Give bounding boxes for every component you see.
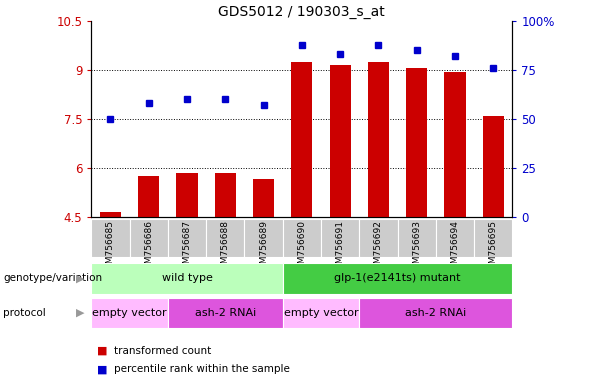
Bar <box>91 219 130 257</box>
Text: GSM756685: GSM756685 <box>106 220 115 275</box>
Text: ▶: ▶ <box>77 308 85 318</box>
Bar <box>406 68 427 217</box>
Text: transformed count: transformed count <box>114 346 211 356</box>
Bar <box>244 219 283 257</box>
Text: empty vector: empty vector <box>284 308 358 318</box>
Bar <box>283 263 512 294</box>
Bar <box>138 176 159 217</box>
Text: GSM756692: GSM756692 <box>374 220 383 275</box>
Bar <box>177 173 197 217</box>
Bar <box>483 116 504 217</box>
Bar <box>330 65 350 217</box>
Text: GSM756690: GSM756690 <box>297 220 306 275</box>
Bar <box>168 219 206 257</box>
Bar <box>283 298 359 328</box>
Bar <box>206 219 244 257</box>
Bar <box>436 219 474 257</box>
Title: GDS5012 / 190303_s_at: GDS5012 / 190303_s_at <box>219 5 385 19</box>
Text: ■: ■ <box>97 364 108 374</box>
Text: genotype/variation: genotype/variation <box>3 273 102 283</box>
Text: GSM756694: GSM756694 <box>451 220 459 275</box>
Text: ash-2 RNAi: ash-2 RNAi <box>195 308 256 318</box>
Bar <box>253 179 274 217</box>
Bar <box>359 219 398 257</box>
Bar <box>100 212 121 217</box>
Text: GSM756688: GSM756688 <box>221 220 230 275</box>
Bar <box>91 263 283 294</box>
Text: ash-2 RNAi: ash-2 RNAi <box>405 308 466 318</box>
Text: GSM756686: GSM756686 <box>144 220 153 275</box>
Text: protocol: protocol <box>3 308 46 318</box>
Text: GSM756687: GSM756687 <box>183 220 191 275</box>
Bar <box>91 298 168 328</box>
Text: empty vector: empty vector <box>92 308 167 318</box>
Bar <box>474 219 512 257</box>
Bar <box>321 219 359 257</box>
Text: GSM756695: GSM756695 <box>489 220 498 275</box>
Bar <box>215 173 236 217</box>
Bar <box>368 62 389 217</box>
Bar <box>168 298 283 328</box>
Text: wild type: wild type <box>161 273 213 283</box>
Text: ■: ■ <box>97 346 108 356</box>
Text: GSM756689: GSM756689 <box>259 220 268 275</box>
Bar <box>359 298 512 328</box>
Text: GSM756691: GSM756691 <box>336 220 345 275</box>
Bar <box>398 219 436 257</box>
Text: percentile rank within the sample: percentile rank within the sample <box>114 364 290 374</box>
Bar <box>445 72 465 217</box>
Text: ▶: ▶ <box>77 273 85 283</box>
Bar <box>130 219 168 257</box>
Bar <box>283 219 321 257</box>
Bar <box>292 62 312 217</box>
Text: GSM756693: GSM756693 <box>412 220 421 275</box>
Text: glp-1(e2141ts) mutant: glp-1(e2141ts) mutant <box>335 273 461 283</box>
